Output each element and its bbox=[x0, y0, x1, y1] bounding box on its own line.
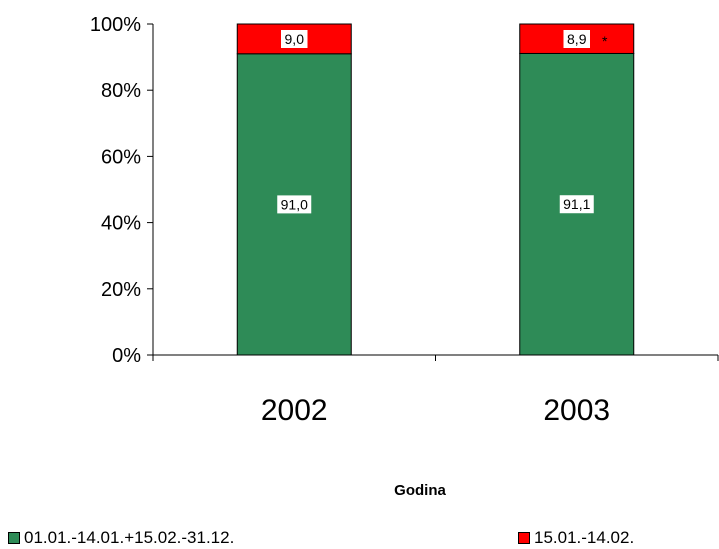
data-label-box bbox=[563, 30, 590, 48]
y-tick-label: 100% bbox=[90, 14, 141, 36]
legend-label-1: 15.01.-14.02. bbox=[534, 528, 635, 547]
y-tick-label: 20% bbox=[101, 279, 141, 301]
data-label: 9,0 bbox=[285, 31, 305, 47]
legend-item-1: 15.01.-14.02. bbox=[518, 528, 634, 548]
y-axis: 0% 20% 40% 60% 80% 100% bbox=[90, 14, 154, 367]
data-label: 91,0 bbox=[281, 196, 308, 212]
y-tick-label: 80% bbox=[101, 80, 141, 102]
legend-label-0: 01.01.-14.01.+15.02.-31.12. bbox=[24, 528, 235, 547]
legend-item-0: 01.01.-14.01.+15.02.-31.12. bbox=[8, 528, 234, 548]
annotation-asterisk: * bbox=[602, 33, 608, 49]
x-axis-title: Godina bbox=[394, 482, 446, 499]
data-label: 91,1 bbox=[563, 196, 590, 212]
bars bbox=[236, 23, 635, 356]
y-tick-label: 40% bbox=[101, 213, 141, 235]
y-tick-label: 0% bbox=[112, 345, 141, 367]
data-label: 8,9 bbox=[567, 31, 587, 47]
x-tick-label: 2003 bbox=[543, 394, 610, 427]
data-label-box bbox=[559, 195, 594, 214]
legend-swatch-1 bbox=[518, 532, 530, 544]
data-labels: 91,0 9,0 91,1 8,9 * bbox=[277, 30, 608, 214]
data-label-box bbox=[277, 195, 312, 214]
y-tick-label: 60% bbox=[101, 146, 141, 168]
legend-swatch-0 bbox=[8, 532, 20, 544]
x-tick-label: 2002 bbox=[261, 394, 328, 427]
data-label-box bbox=[281, 30, 308, 48]
x-axis: 2002 2003 bbox=[152, 354, 719, 427]
